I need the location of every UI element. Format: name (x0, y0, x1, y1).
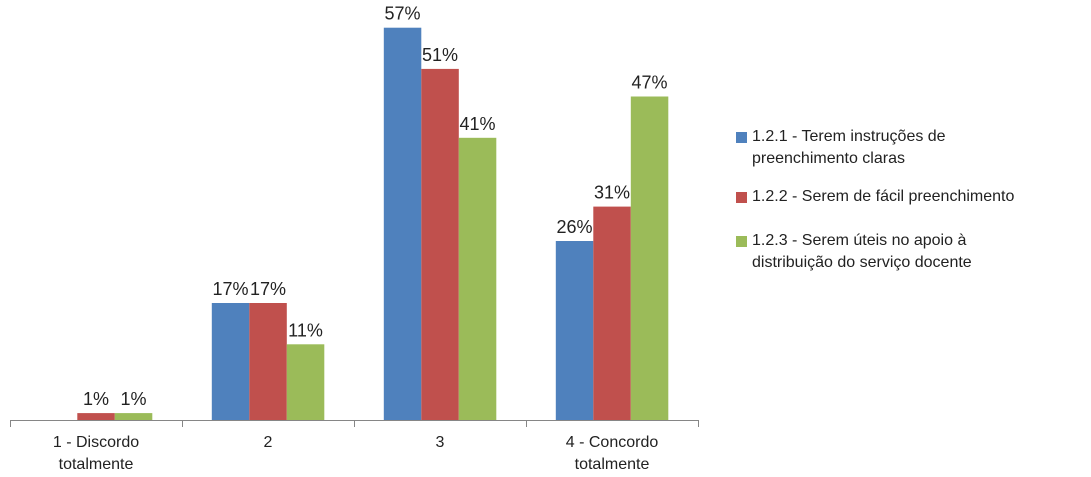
value-label-series-2-cat-4: 31% (594, 183, 630, 203)
bar-series-2-cat-4 (593, 206, 631, 420)
bar-series-1-cat-2 (211, 303, 250, 420)
bar-series-1-cat-3 (383, 27, 422, 420)
category-label-3-line-1: 3 (436, 434, 445, 451)
bar-series-1-cat-4 (555, 241, 594, 420)
value-label-series-2-cat-3: 51% (422, 45, 458, 65)
bar-series-2-cat-2 (249, 303, 287, 420)
value-label-series-1-cat-3: 57% (384, 4, 420, 24)
category-label-1-line-1: 1 - Discordo (53, 434, 139, 451)
bar-series-2-cat-3 (421, 68, 459, 421)
x-axis (10, 420, 699, 427)
category-label-2-line-1: 2 (264, 434, 273, 451)
bar-chart: 17% 57% 26% 1% 17% 51% 31% 1% 11% 41% 47% 1 - Disc… (10, 4, 699, 473)
value-label-series-3-cat-1: 1% (120, 389, 146, 409)
bars-layer (77, 27, 669, 421)
legend-swatch-series-3 (736, 236, 747, 247)
value-label-series-3-cat-4: 47% (631, 73, 667, 93)
bar-series-3-cat-2 (286, 344, 325, 420)
value-label-series-2-cat-1: 1% (83, 389, 109, 409)
legend-label-series-1-line-2: preenchimento claras (752, 150, 905, 167)
bar-series-3-cat-3 (458, 137, 497, 421)
legend-label-series-3-line-2: distribuição do serviço docente (752, 254, 972, 271)
bar-series-2-cat-1 (77, 413, 115, 420)
bar-series-3-cat-4 (630, 96, 669, 420)
legend-item-series-3: 1.2.3 - Serem úteis no apoio à distribui… (736, 230, 1091, 274)
legend-item-series-2: 1.2.2 - Serem de fácil preenchimento (736, 186, 1091, 208)
value-label-series-1-cat-4: 26% (556, 217, 592, 237)
legend-label-series-2: 1.2.2 - Serem de fácil preenchimento (752, 188, 1015, 205)
value-label-series-3-cat-2: 11% (288, 320, 323, 340)
category-labels-layer: 1 - Discordo totalmente 2 3 4 - Concordo tota… (53, 434, 658, 473)
value-labels-layer: 17% 57% 26% 1% 17% 51% 31% 1% 11% 41% 47% (83, 4, 668, 409)
value-label-series-3-cat-3: 41% (459, 114, 495, 134)
legend: 1.2.1 - Terem instruções de preenchiment… (736, 126, 1091, 274)
legend-label-series-1-line-1: 1.2.1 - Terem instruções de (752, 128, 946, 145)
legend-label-series-3-line-1: 1.2.3 - Serem úteis no apoio à (752, 232, 967, 249)
legend-swatch-series-1 (736, 132, 747, 143)
value-label-series-2-cat-2: 17% (250, 279, 286, 299)
legend-swatch-series-2 (736, 192, 747, 203)
category-label-1-line-2: totalmente (59, 456, 134, 473)
category-label-4-line-1: 4 - Concordo (566, 434, 659, 451)
value-label-series-1-cat-2: 17% (212, 279, 248, 299)
legend-item-series-1: 1.2.1 - Terem instruções de preenchiment… (736, 126, 1091, 170)
bar-series-3-cat-1 (114, 413, 153, 420)
category-label-4-line-2: totalmente (575, 456, 650, 473)
